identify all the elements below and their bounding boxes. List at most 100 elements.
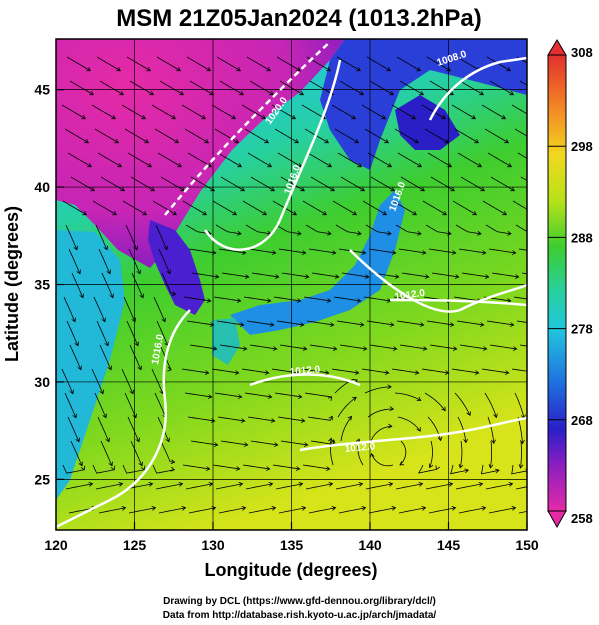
streamline	[214, 128, 239, 144]
streamline	[302, 464, 330, 470]
streamline	[63, 296, 76, 322]
streamline	[455, 483, 483, 490]
streamline-arrowhead	[324, 370, 330, 375]
streamline-arrowhead	[84, 139, 89, 144]
streamline	[428, 248, 456, 254]
streamline-arrowhead	[477, 230, 482, 236]
streamline-arrowhead	[171, 115, 176, 120]
wind-streamlines	[61, 56, 541, 514]
streamline-arrowhead	[330, 187, 335, 192]
streamline	[310, 176, 335, 192]
x-tick-label: 125	[123, 537, 147, 553]
streamline	[485, 224, 512, 235]
streamline-arrowhead	[481, 506, 487, 511]
streamline	[153, 296, 166, 322]
streamline-arrowhead	[78, 461, 83, 467]
streamline	[399, 80, 424, 96]
streamline-arrowhead	[389, 322, 395, 327]
streamline	[212, 200, 237, 216]
streamline-arrowhead	[171, 291, 177, 297]
streamline	[511, 368, 527, 372]
streamline-arrowhead	[266, 298, 272, 303]
streamline-arrowhead	[141, 115, 146, 120]
streamline-arrowhead	[146, 67, 151, 72]
streamline	[191, 272, 219, 278]
streamline-arrowhead	[120, 187, 125, 192]
chart-title: MSM 21Z05Jan2024 (1013.2hPa)	[116, 5, 482, 32]
streamline	[302, 200, 327, 216]
streamline-arrowhead	[151, 506, 157, 511]
streamline	[127, 152, 152, 168]
streamline	[130, 176, 155, 192]
streamline	[279, 80, 304, 96]
streamline	[131, 272, 144, 298]
streamline	[271, 368, 299, 374]
streamline-arrowhead	[359, 322, 365, 327]
streamline-arrowhead	[105, 437, 110, 443]
streamline-arrowhead	[537, 163, 541, 167]
streamline-arrowhead	[274, 274, 280, 279]
streamline	[186, 320, 214, 326]
streamline-arrowhead	[464, 468, 470, 474]
streamline	[216, 320, 244, 326]
streamline-arrowhead	[87, 163, 92, 168]
streamline-arrowhead	[272, 346, 278, 351]
streamline	[277, 416, 305, 422]
streamline-arrowhead	[231, 115, 236, 120]
streamline	[309, 80, 334, 96]
streamline	[400, 176, 425, 192]
streamline	[101, 272, 114, 298]
streamline-arrowhead	[301, 250, 307, 255]
streamline	[249, 344, 277, 350]
streamline	[214, 392, 242, 398]
streamline	[127, 416, 140, 442]
streamline-arrowhead	[298, 482, 304, 487]
streamline	[184, 128, 209, 144]
streamline	[67, 152, 92, 168]
streamline	[274, 392, 302, 398]
streamline	[422, 200, 447, 216]
streamline	[368, 248, 396, 254]
streamline-arrowhead	[502, 211, 507, 216]
streamline-arrowhead	[90, 187, 95, 192]
streamline	[157, 152, 182, 168]
colorbar-tick-label: 278	[571, 322, 593, 337]
streamline-arrowhead	[300, 418, 306, 423]
streamline	[365, 224, 392, 235]
streamline-arrowhead	[466, 411, 471, 417]
streamline	[241, 368, 269, 374]
streamline-arrowhead	[389, 91, 394, 96]
streamline	[244, 392, 272, 398]
contour-label: 1012.0	[344, 441, 376, 455]
streamline-arrowhead	[518, 464, 524, 469]
streamline	[397, 416, 421, 432]
streamline-arrowhead	[331, 506, 337, 511]
streamline-arrowhead	[360, 187, 365, 192]
streamline	[182, 200, 207, 216]
streamline-arrowhead	[75, 437, 80, 443]
y-axis-label: Latitude (degrees)	[2, 206, 22, 362]
streamline-arrowhead	[482, 346, 488, 351]
streamline	[337, 152, 362, 168]
streamline-arrowhead	[271, 506, 277, 511]
streamline	[337, 396, 357, 418]
streamline-arrowhead	[354, 370, 360, 375]
japan-kyushu	[212, 318, 240, 365]
streamline-arrowhead	[506, 67, 511, 72]
streamline-arrowhead	[334, 274, 340, 279]
streamline-arrowhead	[244, 274, 250, 279]
streamline	[368, 507, 396, 514]
streamline	[161, 272, 176, 295]
streamline	[248, 248, 276, 254]
korean-peninsula	[148, 220, 205, 315]
streamline	[311, 272, 339, 278]
streamline-arrowhead	[394, 274, 400, 279]
streamline-arrowhead	[454, 274, 460, 279]
streamline	[517, 416, 523, 444]
streamline	[99, 344, 112, 370]
streamline-arrowhead	[240, 187, 245, 192]
streamline	[426, 320, 454, 326]
streamline	[217, 416, 245, 422]
streamline-arrowhead	[450, 187, 455, 192]
streamline-arrowhead	[144, 139, 149, 144]
